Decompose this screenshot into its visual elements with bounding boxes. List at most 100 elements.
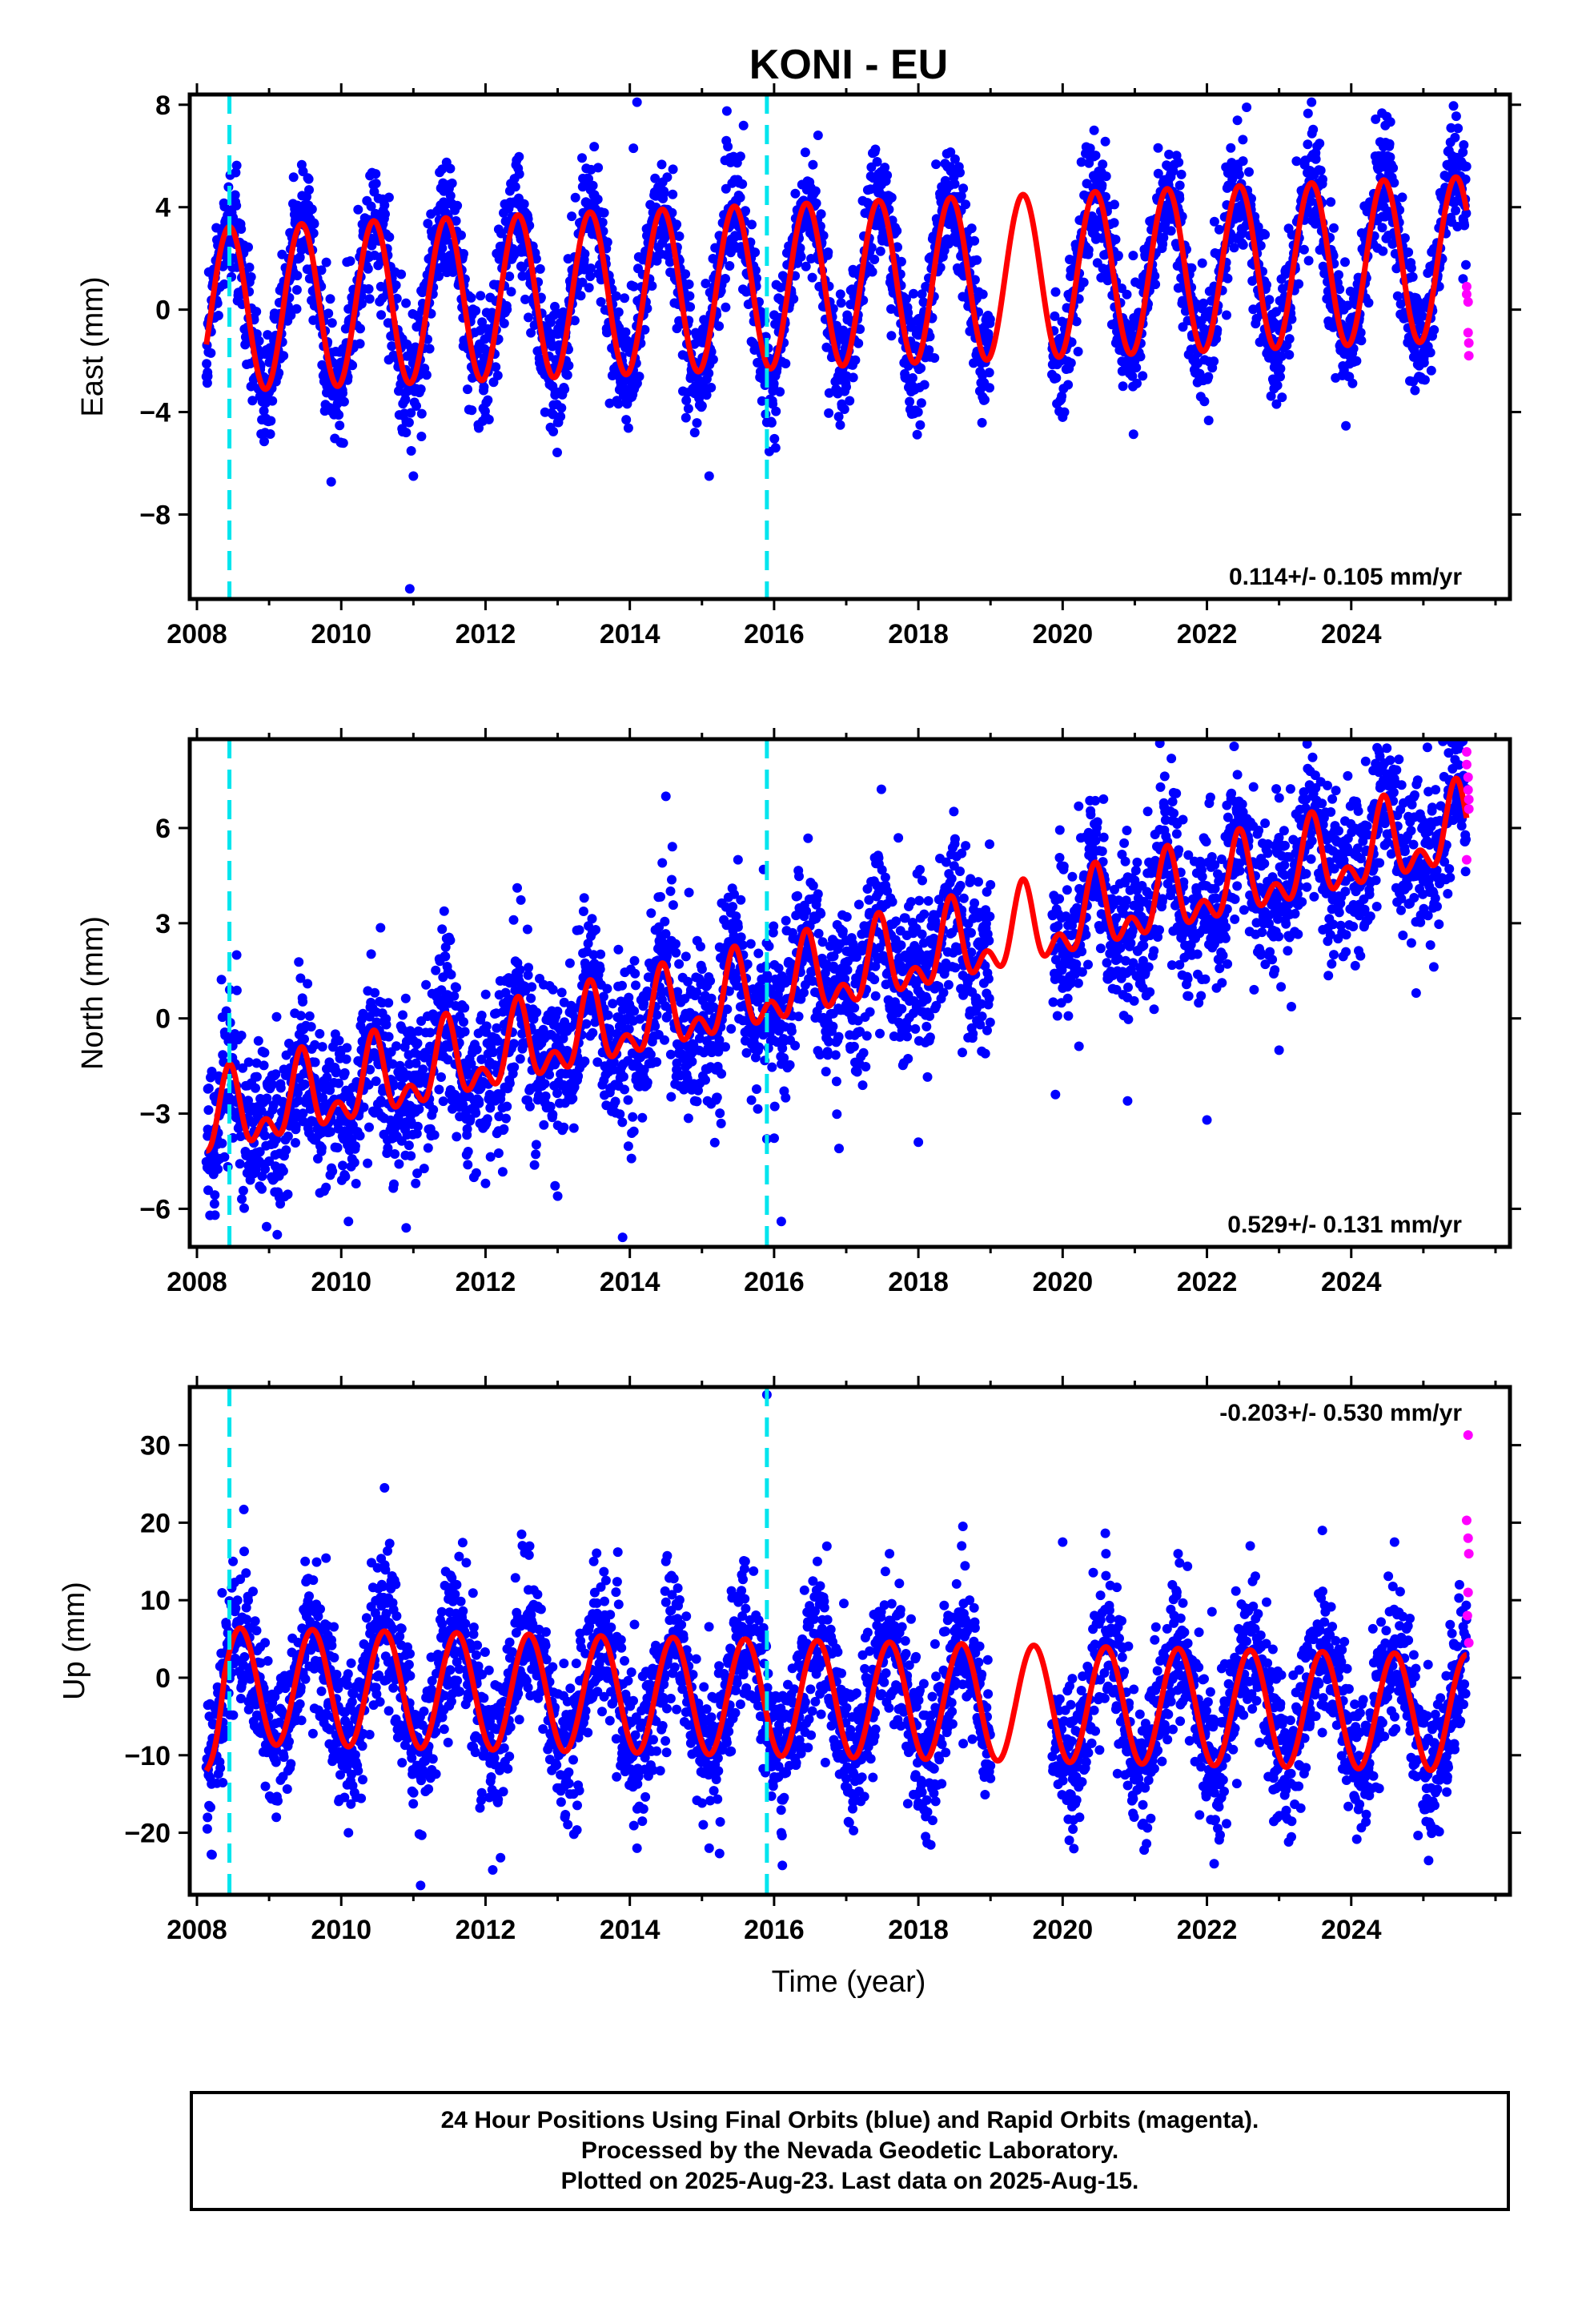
final-orbit-point — [267, 396, 278, 406]
final-orbit-point — [401, 428, 412, 438]
final-orbit-point — [735, 151, 745, 162]
final-orbit-point — [1203, 372, 1214, 382]
final-orbit-point — [1089, 125, 1099, 135]
final-orbit-point — [202, 378, 212, 388]
final-orbit-point — [795, 243, 805, 253]
final-orbit-point — [1229, 243, 1239, 253]
final-orbit-point — [203, 1084, 214, 1093]
final-orbit-point — [896, 256, 906, 267]
final-orbit-point — [704, 471, 714, 481]
final-orbit-point — [689, 428, 700, 438]
final-orbit-point — [236, 1031, 247, 1040]
final-orbit-point — [634, 372, 644, 382]
final-orbit-point — [1238, 239, 1248, 250]
final-orbit-point — [213, 1164, 223, 1174]
final-orbit-point — [1426, 365, 1436, 376]
final-orbit-point — [569, 316, 580, 326]
final-orbit-point — [833, 412, 844, 422]
final-orbit-point — [303, 174, 314, 184]
final-orbit-point — [203, 1105, 214, 1116]
final-orbit-point — [550, 1180, 560, 1191]
final-orbit-point — [611, 291, 621, 301]
final-orbit-point — [471, 306, 481, 316]
final-orbit-point — [271, 1069, 281, 1080]
final-orbit-point — [1316, 78, 1326, 88]
y-tick-label: 0 — [155, 296, 171, 326]
final-orbit-point — [1090, 151, 1101, 161]
final-orbit-point — [708, 354, 718, 364]
final-orbit-point — [560, 384, 570, 395]
final-orbit-point — [217, 1138, 227, 1148]
final-orbit-point — [1118, 381, 1128, 392]
final-orbit-point — [1341, 420, 1351, 431]
final-orbit-point — [391, 293, 402, 304]
final-orbit-point — [660, 1035, 669, 1045]
final-orbit-point — [596, 949, 606, 959]
final-orbit-point — [303, 979, 313, 989]
final-orbit-point — [383, 998, 394, 1008]
final-orbit-point — [811, 198, 821, 208]
final-orbit-point — [662, 172, 673, 183]
final-orbit-point — [629, 955, 640, 966]
final-orbit-point — [459, 248, 468, 259]
final-orbit-point — [1122, 289, 1132, 300]
final-orbit-point — [477, 317, 488, 328]
final-orbit-point — [886, 192, 897, 203]
final-orbit-point — [315, 1028, 325, 1039]
final-orbit-point — [810, 186, 821, 196]
y-tick-label: 8 — [155, 90, 171, 121]
final-orbit-point — [218, 1050, 228, 1060]
final-orbit-point — [267, 1080, 278, 1090]
final-orbit-point — [499, 1124, 509, 1134]
final-orbit-point — [1461, 208, 1472, 219]
final-orbit-point — [540, 1079, 550, 1089]
final-orbit-point — [1199, 396, 1210, 407]
final-orbit-point — [355, 324, 365, 334]
final-orbit-point — [532, 1007, 542, 1018]
final-orbit-point — [1392, 291, 1403, 301]
x-tick-label: 2014 — [600, 619, 661, 649]
final-orbit-point — [418, 1064, 428, 1075]
final-orbit-point — [253, 1035, 263, 1046]
final-orbit-point — [615, 1109, 625, 1120]
final-orbit-point — [882, 170, 893, 180]
final-orbit-point — [506, 287, 516, 297]
final-orbit-point — [504, 271, 515, 282]
final-orbit-point — [524, 312, 533, 323]
final-orbit-point — [243, 242, 253, 252]
final-orbit-point — [1315, 139, 1325, 149]
final-orbit-point — [1416, 320, 1426, 331]
final-orbit-point — [1057, 391, 1067, 401]
final-orbit-point — [1186, 263, 1197, 273]
final-orbit-point — [721, 302, 731, 312]
final-orbit-point — [1138, 371, 1148, 381]
final-orbit-point — [1377, 223, 1387, 233]
final-orbit-point — [316, 1143, 327, 1153]
final-orbit-point — [1227, 174, 1238, 184]
final-orbit-point — [351, 1179, 361, 1188]
final-orbit-point — [1299, 244, 1309, 255]
final-orbit-point — [244, 262, 255, 272]
final-orbit-point — [544, 1070, 555, 1080]
final-orbit-point — [1411, 351, 1421, 361]
final-orbit-point — [216, 975, 227, 985]
final-orbit-point — [681, 396, 692, 405]
final-orbit-point — [526, 993, 536, 1003]
final-orbit-point — [1303, 255, 1314, 266]
final-orbit-point — [335, 420, 345, 431]
final-orbit-point — [491, 362, 501, 372]
final-orbit-point — [1158, 232, 1169, 243]
final-orbit-point — [681, 269, 691, 279]
plot-area — [201, 739, 1474, 1247]
final-orbit-point — [231, 200, 242, 211]
final-orbit-point — [512, 883, 522, 893]
final-orbit-point — [401, 298, 412, 308]
final-orbit-point — [452, 1132, 462, 1142]
final-orbit-point — [440, 951, 451, 962]
final-orbit-point — [656, 159, 667, 170]
final-orbit-point — [434, 1084, 444, 1095]
final-orbit-point — [907, 373, 917, 383]
final-orbit-point — [585, 271, 596, 282]
final-orbit-point — [306, 1022, 316, 1032]
